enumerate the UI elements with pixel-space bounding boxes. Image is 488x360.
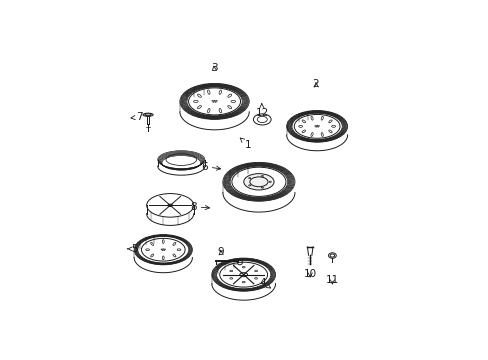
Text: 6: 6	[201, 162, 220, 172]
Text: 11: 11	[325, 275, 338, 285]
Text: 4: 4	[259, 278, 270, 288]
Text: 9: 9	[217, 247, 224, 257]
Text: 2: 2	[312, 79, 319, 89]
Text: 12: 12	[255, 104, 268, 118]
Text: 1: 1	[240, 138, 251, 150]
Text: 10: 10	[303, 269, 316, 279]
Text: 3: 3	[210, 63, 217, 73]
Text: 5: 5	[127, 244, 138, 254]
Text: 8: 8	[190, 202, 209, 212]
Text: 7: 7	[131, 112, 142, 122]
Ellipse shape	[244, 174, 273, 190]
